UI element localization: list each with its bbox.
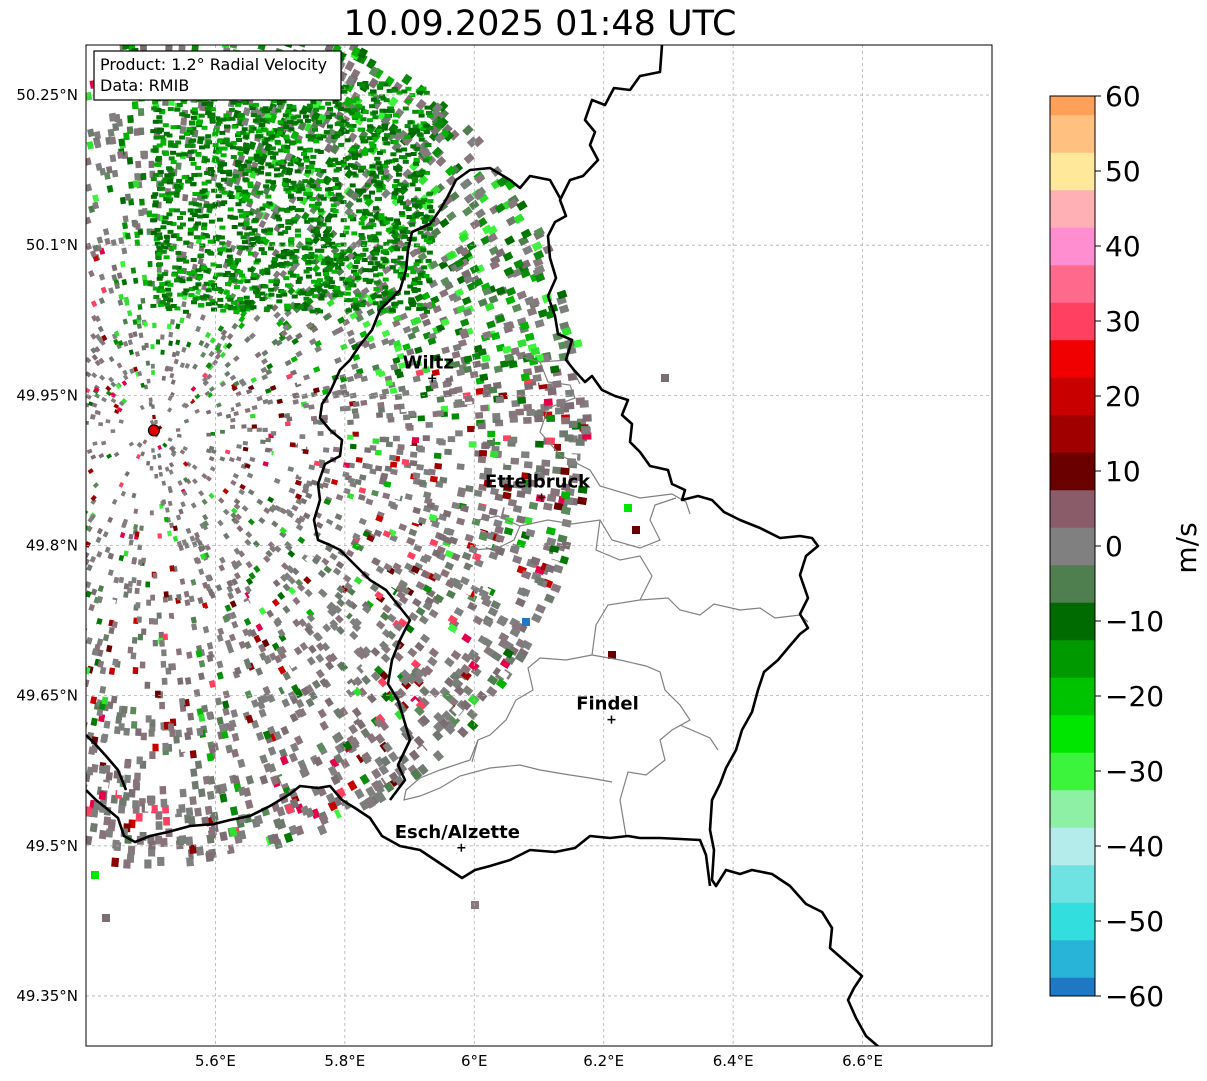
- map-frame: [85, 44, 993, 1047]
- colorbar-segment: [1050, 508, 1095, 528]
- plot-area: Wiltz Ettelbruck Findel Esch/Alzette: [86, 45, 992, 1046]
- colorbar-segment: [1050, 639, 1095, 659]
- map-title: 10.09.2025 01:48 UTC: [343, 4, 737, 44]
- lat-tick-label: 50.25°N: [16, 86, 78, 104]
- colorbar-segment: [1050, 939, 1095, 959]
- colorbar-segment: [1050, 883, 1095, 903]
- colorbar-segment: [1050, 321, 1095, 341]
- colorbar-tick-label: 20: [1105, 380, 1141, 413]
- colorbar-segment: [1050, 771, 1095, 791]
- colorbar-segment: [1050, 546, 1095, 566]
- radar-site-marker: [147, 424, 161, 437]
- colorbar-segment: [1050, 846, 1095, 866]
- colorbar-segment: [1050, 789, 1095, 809]
- colorbar-segment: [1050, 658, 1095, 678]
- colorbar-segment: [1050, 246, 1095, 266]
- city-marker: [428, 374, 437, 383]
- city-label: Esch/Alzette: [395, 822, 520, 843]
- colorbar-segment: [1050, 752, 1095, 772]
- colorbar-tick-label: 30: [1105, 305, 1141, 338]
- colorbar-segment: [1050, 921, 1095, 941]
- colorbar-segment: [1050, 489, 1095, 509]
- city-marker: [607, 715, 616, 724]
- lon-tick-label: 6.2°E: [583, 1052, 624, 1070]
- radar-echo-layer: [86, 45, 669, 922]
- colorbar-tick-label: −30: [1105, 755, 1164, 788]
- colorbar-segment: [1050, 452, 1095, 472]
- colorbar-tick-label: −60: [1105, 980, 1164, 1013]
- colorbar-segment: [1050, 283, 1095, 303]
- lat-tick-label: 49.5°N: [26, 837, 78, 855]
- lon-tick-label: 5.8°E: [324, 1052, 365, 1070]
- lon-tick-label: 6°E: [461, 1052, 488, 1070]
- colorbar-tick-label: −20: [1105, 680, 1164, 713]
- colorbar-tick-label: 50: [1105, 155, 1141, 188]
- colorbar-segment: [1050, 208, 1095, 228]
- colorbar-segment: [1050, 583, 1095, 603]
- lat-tick-label: 49.35°N: [16, 987, 78, 1005]
- national-borders: [86, 45, 880, 1046]
- colorbar-segment: [1050, 714, 1095, 734]
- colorbar-segment: [1050, 808, 1095, 828]
- colorbar-segment: [1050, 96, 1095, 116]
- colorbar-tick-label: 40: [1105, 230, 1141, 263]
- lat-tick-label: 50.1°N: [26, 236, 78, 254]
- colorbar-segment: [1050, 527, 1095, 547]
- colorbar-segment: [1050, 358, 1095, 378]
- colorbar-segment: [1050, 958, 1095, 978]
- colorbar-tick-label: 10: [1105, 455, 1141, 488]
- city-marker: [457, 843, 466, 852]
- colorbar-tick-label: −50: [1105, 905, 1164, 938]
- colorbar-segment: [1050, 602, 1095, 622]
- colorbar-segment: [1050, 171, 1095, 191]
- colorbar-segment: [1050, 414, 1095, 434]
- colorbar-segment: [1050, 152, 1095, 172]
- axis-tick-labels: 5.6°E 5.8°E 6°E 6.2°E 6.4°E 6.6°E 50.25°N 50.1°…: [16, 86, 883, 1070]
- lon-tick-label: 6.6°E: [842, 1052, 883, 1070]
- colorbar-segment: [1050, 827, 1095, 847]
- info-product: Product: 1.2° Radial Velocity: [100, 55, 327, 74]
- colorbar-segment: [1050, 227, 1095, 247]
- city-markers: Wiltz Ettelbruck Findel Esch/Alzette: [395, 352, 639, 852]
- lon-tick-label: 6.4°E: [713, 1052, 754, 1070]
- colorbar-segment: [1050, 977, 1095, 997]
- lat-tick-label: 49.65°N: [16, 687, 78, 705]
- colorbar-label: m/s: [1170, 522, 1203, 573]
- city-label: Wiltz: [403, 352, 454, 373]
- colorbar-segment: [1050, 302, 1095, 322]
- colorbar: 60 50 40 30 20 10 0 −10 −20 −30 −40 −50 −60: [1049, 80, 1164, 1013]
- colorbar-segment: [1050, 677, 1095, 697]
- lat-tick-label: 49.8°N: [26, 537, 78, 555]
- lat-tick-label: 49.95°N: [16, 386, 78, 404]
- lon-tick-label: 5.6°E: [195, 1052, 236, 1070]
- colorbar-segment: [1050, 902, 1095, 922]
- colorbar-tick-label: 60: [1105, 80, 1141, 113]
- colorbar-tick-label: 0: [1105, 530, 1123, 563]
- city-label: Ettelbruck: [485, 471, 591, 492]
- colorbar-tick-label: −40: [1105, 830, 1164, 863]
- colorbar-segment: [1050, 471, 1095, 491]
- colorbar-segment: [1050, 264, 1095, 284]
- colorbar-segment: [1050, 114, 1095, 134]
- colorbar-segment: [1050, 339, 1095, 359]
- city-marker: [537, 493, 546, 502]
- colorbar-segment: [1050, 189, 1095, 209]
- colorbar-segment: [1050, 696, 1095, 716]
- canton-boundaries: [403, 354, 809, 837]
- colorbar-tick-label: −10: [1105, 605, 1164, 638]
- info-source: Data: RMIB: [100, 76, 189, 95]
- colorbar-segment: [1050, 733, 1095, 753]
- colorbar-segment: [1050, 564, 1095, 584]
- colorbar-segment: [1050, 377, 1095, 397]
- colorbar-segment: [1050, 433, 1095, 453]
- city-label: Findel: [576, 694, 639, 715]
- colorbar-segment: [1050, 133, 1095, 153]
- info-box: Product: 1.2° Radial Velocity Data: RMIB: [93, 50, 342, 101]
- colorbar-segment: [1050, 864, 1095, 884]
- colorbar-segment: [1050, 396, 1095, 416]
- colorbar-segment: [1050, 621, 1095, 641]
